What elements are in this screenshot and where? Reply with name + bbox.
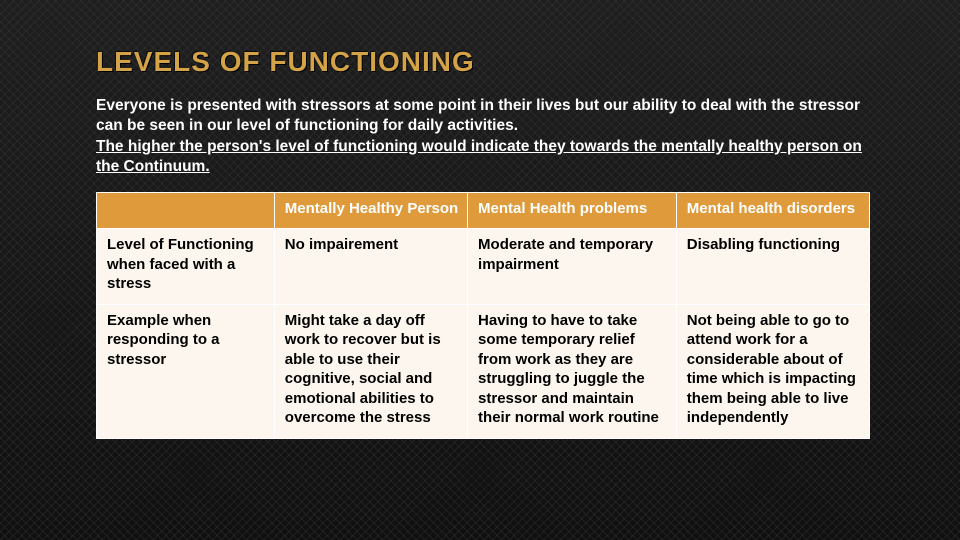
intro-line-2: The higher the person's level of functio… bbox=[96, 138, 862, 175]
table-cell: No impairement bbox=[274, 229, 467, 305]
slide: LEVELS OF FUNCTIONING Everyone is presen… bbox=[0, 0, 960, 540]
table-cell: Level of Functioning when faced with a s… bbox=[97, 229, 275, 305]
table-cell: Having to have to take some temporary re… bbox=[468, 304, 677, 438]
page-title: LEVELS OF FUNCTIONING bbox=[96, 46, 870, 78]
table-cell: Might take a day off work to recover but… bbox=[274, 304, 467, 438]
functioning-table: Mentally Healthy Person Mental Health pr… bbox=[96, 192, 870, 439]
table-cell: Not being able to go to attend work for … bbox=[676, 304, 869, 438]
table-header-cell: Mentally Healthy Person bbox=[274, 192, 467, 229]
table-row: Level of Functioning when faced with a s… bbox=[97, 229, 870, 305]
table-header-cell: Mental health disorders bbox=[676, 192, 869, 229]
table-row: Example when responding to a stressor Mi… bbox=[97, 304, 870, 438]
intro-text: Everyone is presented with stressors at … bbox=[96, 96, 870, 178]
table-header-cell: Mental Health problems bbox=[468, 192, 677, 229]
table-cell: Moderate and temporary impairment bbox=[468, 229, 677, 305]
table-header-row: Mentally Healthy Person Mental Health pr… bbox=[97, 192, 870, 229]
table-cell: Example when responding to a stressor bbox=[97, 304, 275, 438]
table-header-cell bbox=[97, 192, 275, 229]
intro-line-1: Everyone is presented with stressors at … bbox=[96, 97, 860, 134]
table-cell: Disabling functioning bbox=[676, 229, 869, 305]
